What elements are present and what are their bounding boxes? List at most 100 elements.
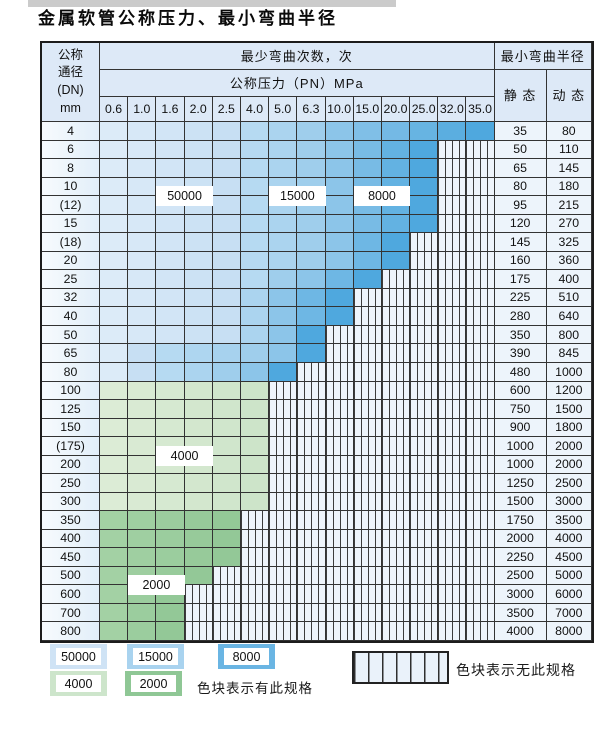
no-spec-cell xyxy=(466,418,495,438)
spec-cell xyxy=(128,362,157,382)
dynamic-radius-cell: 1200 xyxy=(546,381,592,401)
no-spec-cell xyxy=(325,400,354,419)
spec-cell xyxy=(100,196,129,215)
spec-cell xyxy=(100,362,129,382)
dn-cell: (175) xyxy=(42,437,100,456)
spec-cell xyxy=(212,344,241,363)
spec-cell xyxy=(128,122,157,141)
static-header: 静 态 xyxy=(494,70,547,122)
dynamic-radius-cell: 510 xyxy=(546,288,592,308)
spec-cell xyxy=(128,344,157,363)
no-spec-cell xyxy=(240,603,270,623)
spec-cell xyxy=(212,159,241,178)
no-spec-cell xyxy=(466,603,495,623)
spec-cell xyxy=(240,159,270,178)
static-radius-cell: 160 xyxy=(494,251,547,271)
no-spec-cell xyxy=(438,177,467,197)
spec-cell xyxy=(128,455,157,475)
spec-cell xyxy=(240,177,270,197)
no-spec-cell xyxy=(410,400,439,419)
spec-cell xyxy=(297,270,326,289)
no-spec-cell xyxy=(438,362,467,382)
spec-cell xyxy=(100,622,129,641)
dynamic-radius-cell: 145 xyxy=(546,159,592,178)
no-spec-cell xyxy=(297,381,326,401)
dynamic-radius-cell: 270 xyxy=(546,214,592,234)
spec-cell xyxy=(212,288,241,308)
no-spec-cell xyxy=(269,474,298,493)
no-spec-cell xyxy=(438,400,467,419)
spec-cell xyxy=(128,177,157,197)
no-spec-cell xyxy=(269,622,298,641)
no-spec-cell xyxy=(381,400,411,419)
spec-cell xyxy=(325,251,354,271)
dynamic-radius-cell: 215 xyxy=(546,196,592,215)
dynamic-radius-cell: 2000 xyxy=(546,455,592,475)
no-spec-cell xyxy=(466,548,495,567)
spec-cell xyxy=(184,511,213,530)
spec-cell xyxy=(156,474,185,493)
no-spec-cell xyxy=(212,603,241,623)
no-spec-cell xyxy=(466,140,495,160)
no-spec-cell xyxy=(381,270,411,289)
spec-cell xyxy=(156,548,185,567)
spec-cell xyxy=(128,140,157,160)
static-radius-cell: 280 xyxy=(494,307,547,326)
no-spec-cell xyxy=(466,325,495,345)
no-spec-cell xyxy=(438,307,467,326)
spec-cell xyxy=(184,362,213,382)
dn-cell: 15 xyxy=(42,214,100,234)
no-spec-cell xyxy=(297,548,326,567)
no-spec-cell xyxy=(353,511,382,530)
no-spec-cell xyxy=(325,418,354,438)
spec-cell xyxy=(128,400,157,419)
spec-cell xyxy=(184,381,213,401)
spec-cell xyxy=(269,233,298,252)
spec-cell xyxy=(240,474,270,493)
dynamic-radius-cell: 800 xyxy=(546,325,592,345)
no-spec-cell xyxy=(325,529,354,549)
no-spec-cell xyxy=(297,400,326,419)
no-spec-cell xyxy=(410,585,439,604)
spec-cell xyxy=(100,511,129,530)
no-spec-cell xyxy=(410,474,439,493)
spec-cell xyxy=(128,251,157,271)
no-spec-cell xyxy=(269,529,298,549)
no-spec-cell xyxy=(410,251,439,271)
spec-cell xyxy=(100,214,129,234)
spec-cell xyxy=(410,159,439,178)
no-spec-cell xyxy=(269,437,298,456)
scan-artifact-strip xyxy=(28,0,396,7)
no-spec-cell xyxy=(184,585,213,604)
no-spec-cell xyxy=(438,140,467,160)
spec-cell xyxy=(128,325,157,345)
static-radius-cell: 1000 xyxy=(494,437,547,456)
no-spec-cell xyxy=(466,159,495,178)
dn-cell: 700 xyxy=(42,603,100,623)
spec-cell xyxy=(128,418,157,438)
pressure-value-header: 5.0 xyxy=(269,97,298,122)
spec-cell xyxy=(128,270,157,289)
pressure-value-header: 15.0 xyxy=(353,97,382,122)
static-radius-cell: 80 xyxy=(494,177,547,197)
legend-swatch-15000: 15000 xyxy=(127,644,184,669)
dn-cell: (18) xyxy=(42,233,100,252)
spec-cell xyxy=(100,474,129,493)
spec-cell xyxy=(325,270,354,289)
spec-cell xyxy=(212,529,241,549)
spec-cell xyxy=(297,325,326,345)
no-spec-cell xyxy=(353,603,382,623)
spec-cell xyxy=(212,251,241,271)
dn-cell: 25 xyxy=(42,270,100,289)
no-spec-cell xyxy=(325,344,354,363)
no-spec-cell xyxy=(466,511,495,530)
spec-cell xyxy=(100,251,129,271)
spec-cell xyxy=(325,288,354,308)
spec-cell xyxy=(128,196,157,215)
no-spec-cell xyxy=(240,548,270,567)
no-spec-cell xyxy=(466,622,495,641)
static-radius-cell: 2250 xyxy=(494,548,547,567)
no-spec-cell xyxy=(325,511,354,530)
spec-cell xyxy=(128,603,157,623)
no-spec-cell xyxy=(353,400,382,419)
